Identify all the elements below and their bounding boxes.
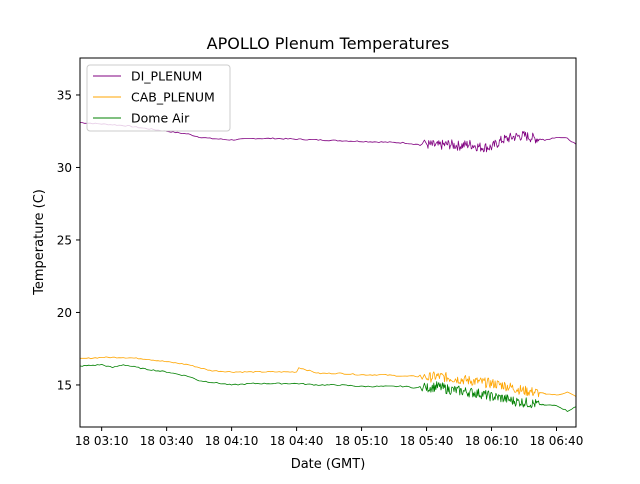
legend-label: DI_PLENUM: [131, 69, 202, 84]
x-tick-label: 18 06:40: [530, 434, 584, 448]
y-tick-label: 30: [57, 161, 72, 175]
plot-frame: [79, 57, 577, 428]
x-tick-label: 18 04:40: [270, 434, 324, 448]
x-tick-label: 18 05:40: [400, 434, 454, 448]
y-axis: 15 20 25 30 35: [57, 88, 80, 392]
y-tick-label: 15: [57, 378, 72, 392]
x-tick-label: 18 03:10: [75, 434, 129, 448]
chart-title: APOLLO Plenum Temperatures: [207, 34, 450, 53]
x-axis-label: Date (GMT): [291, 457, 366, 472]
y-tick-label: 20: [57, 306, 72, 320]
x-tick-label: 18 04:10: [205, 434, 259, 448]
series-line-di-plenum: [79, 122, 577, 153]
series-layer: [79, 122, 577, 412]
legend-label: Dome Air: [131, 111, 190, 126]
series-line-dome-air: [79, 364, 577, 412]
legend-label: CAB_PLENUM: [131, 90, 215, 105]
series-line-cab-plenum: [80, 356, 577, 398]
y-tick-label: 35: [57, 88, 72, 102]
y-axis-label: Temperature (C): [32, 189, 47, 296]
x-tick-label: 18 03:40: [140, 434, 194, 448]
x-axis: 18 03:10 18 03:40 18 04:10 18 04:40 18 05:10…: [75, 427, 584, 448]
y-tick-label: 25: [57, 233, 72, 247]
x-tick-label: 18 06:10: [465, 434, 519, 448]
legend-box: [86, 64, 231, 132]
legend: DI_PLENUM CAB_PLENUM Dome Air: [86, 64, 231, 132]
x-tick-label: 18 05:10: [335, 434, 389, 448]
